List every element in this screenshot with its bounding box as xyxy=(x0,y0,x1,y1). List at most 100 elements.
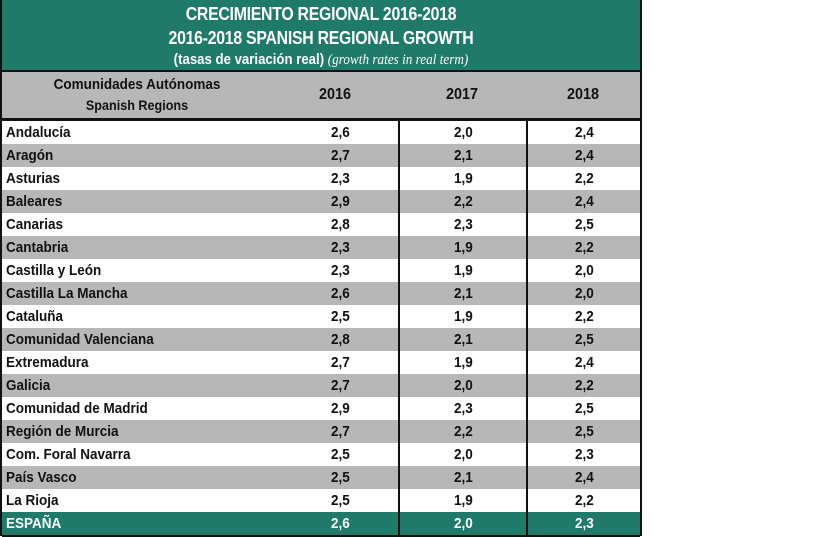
value-2018-cell-text: 2,2 xyxy=(574,492,594,509)
value-2016-cell: 2,7 xyxy=(272,374,398,397)
value-2016-cell-text: 2,7 xyxy=(330,423,350,440)
value-2016-cell: 2,6 xyxy=(272,282,398,305)
value-2016-cell-text: 2,9 xyxy=(330,193,350,210)
value-2017-cell-text: 1,9 xyxy=(453,239,473,256)
value-2017-cell-text: 1,9 xyxy=(453,308,473,325)
value-2017-cell: 2,1 xyxy=(398,328,526,351)
table-row: Castilla y León 2,3 1,9 2,0 xyxy=(2,259,640,282)
total-2018: 2,3 xyxy=(526,512,640,535)
region-cell: Galicia xyxy=(2,374,272,397)
value-2017-cell: 2,3 xyxy=(398,213,526,236)
table-row: Cataluña 2,5 1,9 2,2 xyxy=(2,305,640,328)
value-2018-cell-text: 2,4 xyxy=(574,354,594,371)
header-region-spanish: Comunidades Autónomas xyxy=(53,76,221,93)
table-row: Castilla La Mancha 2,6 2,1 2,0 xyxy=(2,282,640,305)
value-2016-cell: 2,6 xyxy=(272,121,398,144)
region-cell-text: Andalucía xyxy=(6,124,71,141)
region-cell-text: Baleares xyxy=(6,193,63,210)
total-2018-value: 2,3 xyxy=(574,515,594,532)
value-2016-cell-text: 2,7 xyxy=(330,147,350,164)
subtitle: (tasas de variación real) (growth rates … xyxy=(40,50,601,70)
regional-growth-table: CRECIMIENTO REGIONAL 2016-2018 2016-2018… xyxy=(0,0,642,537)
subtitle-english: (growth rates in real term) xyxy=(327,52,469,68)
value-2017-cell: 2,0 xyxy=(398,443,526,466)
value-2017-cell: 2,3 xyxy=(398,397,526,420)
value-2018-cell-text: 2,0 xyxy=(574,262,594,279)
value-2016-cell-text: 2,8 xyxy=(330,331,350,348)
value-2017-cell: 2,1 xyxy=(398,466,526,489)
region-cell: Canarias xyxy=(2,213,272,236)
value-2018-cell: 2,5 xyxy=(526,213,640,236)
table-row: Baleares 2,9 2,2 2,4 xyxy=(2,190,640,213)
table-row: Comunidad Valenciana 2,8 2,1 2,5 xyxy=(2,328,640,351)
value-2017-cell-text: 2,3 xyxy=(453,216,473,233)
value-2016-cell: 2,3 xyxy=(272,236,398,259)
value-2018-cell: 2,5 xyxy=(526,328,640,351)
value-2018-cell: 2,4 xyxy=(526,351,640,374)
value-2018-cell-text: 2,4 xyxy=(574,124,594,141)
column-header-region: Comunidades Autónomas Spanish Regions xyxy=(16,72,259,118)
table-row: La Rioja 2,5 1,9 2,2 xyxy=(2,489,640,512)
value-2016-cell: 2,9 xyxy=(272,397,398,420)
value-2017-cell: 1,9 xyxy=(398,167,526,190)
value-2017-cell-text: 2,0 xyxy=(453,377,473,394)
region-cell-text: Galicia xyxy=(6,377,51,394)
value-2016-cell-text: 2,6 xyxy=(330,124,350,141)
value-2016-cell: 2,3 xyxy=(272,167,398,190)
region-cell-text: Cantabria xyxy=(6,239,69,256)
title-english: 2016-2018 SPANISH REGIONAL GROWTH xyxy=(168,28,474,48)
value-2016-cell-text: 2,8 xyxy=(330,216,350,233)
value-2018-cell-text: 2,5 xyxy=(574,216,594,233)
region-cell: Cantabria xyxy=(2,236,272,259)
value-2016-cell-text: 2,3 xyxy=(330,239,350,256)
region-cell-text: Castilla y León xyxy=(6,262,102,279)
value-2018-cell: 2,4 xyxy=(526,466,640,489)
value-2017-cell-text: 2,3 xyxy=(453,400,473,417)
region-cell: Castilla La Mancha xyxy=(2,282,272,305)
value-2016-cell-text: 2,9 xyxy=(330,400,350,417)
region-cell-text: País Vasco xyxy=(6,469,77,486)
value-2017-cell: 2,0 xyxy=(398,121,526,144)
value-2018-cell-text: 2,4 xyxy=(574,469,594,486)
value-2018-cell: 2,5 xyxy=(526,420,640,443)
region-cell: Región de Murcia xyxy=(2,420,272,443)
value-2017-cell: 1,9 xyxy=(398,489,526,512)
table-row: Galicia 2,7 2,0 2,2 xyxy=(2,374,640,397)
value-2016-cell: 2,8 xyxy=(272,213,398,236)
value-2017-cell-text: 2,1 xyxy=(453,331,473,348)
value-2018-cell-text: 2,5 xyxy=(574,423,594,440)
value-2017-cell: 2,0 xyxy=(398,374,526,397)
value-2017-cell: 2,1 xyxy=(398,144,526,167)
value-2016-cell: 2,9 xyxy=(272,190,398,213)
value-2018-cell-text: 2,4 xyxy=(574,193,594,210)
value-2017-cell: 2,2 xyxy=(398,420,526,443)
total-2017: 2,0 xyxy=(398,512,526,535)
value-2018-cell: 2,2 xyxy=(526,489,640,512)
value-2016-cell-text: 2,5 xyxy=(330,308,350,325)
value-2017-cell-text: 2,0 xyxy=(453,124,473,141)
value-2016-cell-text: 2,5 xyxy=(330,446,350,463)
value-2017-cell-text: 2,0 xyxy=(453,446,473,463)
table-body: Andalucía 2,6 2,0 2,4 Aragón 2,7 2,1 2,4 Asturia… xyxy=(2,121,640,512)
value-2018-cell-text: 2,4 xyxy=(574,147,594,164)
value-2017-cell: 2,2 xyxy=(398,190,526,213)
value-2017-cell-text: 1,9 xyxy=(453,354,473,371)
region-cell-text: La Rioja xyxy=(6,492,59,509)
region-cell: País Vasco xyxy=(2,466,272,489)
value-2017-cell: 1,9 xyxy=(398,351,526,374)
table-row: Aragón 2,7 2,1 2,4 xyxy=(2,144,640,167)
total-2016: 2,6 xyxy=(272,512,398,535)
value-2018-cell-text: 2,0 xyxy=(574,285,594,302)
value-2017-cell: 2,1 xyxy=(398,282,526,305)
total-region-label: ESPAÑA xyxy=(6,515,62,532)
value-2017-cell: 1,9 xyxy=(398,305,526,328)
column-header-row: Comunidades Autónomas Spanish Regions 20… xyxy=(2,72,640,121)
value-2018-cell-text: 2,3 xyxy=(574,446,594,463)
table-row: Comunidad de Madrid 2,9 2,3 2,5 xyxy=(2,397,640,420)
column-header-2016: 2016 xyxy=(318,86,352,103)
value-2018-cell-text: 2,5 xyxy=(574,331,594,348)
column-header-2017: 2017 xyxy=(445,86,479,103)
region-cell: Aragón xyxy=(2,144,272,167)
value-2017-cell-text: 2,1 xyxy=(453,147,473,164)
value-2017-cell-text: 1,9 xyxy=(453,492,473,509)
